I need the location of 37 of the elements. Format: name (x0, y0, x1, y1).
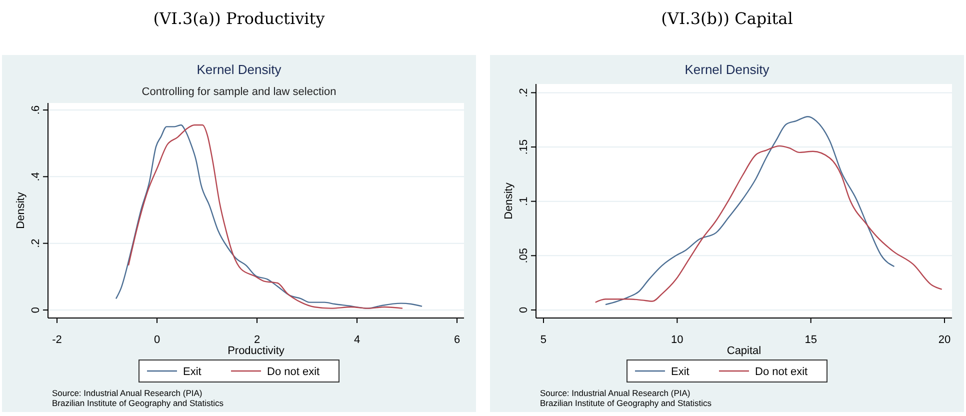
y-tick-label: .1 (518, 196, 530, 206)
x-axis-title: Productivity (228, 345, 285, 357)
y-tick-label: 0 (30, 306, 42, 314)
legend-label: Do not exit (267, 366, 320, 378)
chart-title: Kernel Density (196, 62, 282, 77)
y-tick-label: .2 (518, 88, 530, 98)
x-tick-label: 0 (154, 334, 160, 346)
x-tick-label: -2 (52, 334, 62, 346)
legend-label: Do not exit (755, 366, 808, 378)
chart-subtitle: Controlling for sample and law selection (142, 86, 336, 98)
x-tick-label: 5 (540, 334, 547, 346)
y-axis-title: Density (15, 192, 27, 229)
x-tick-label: 4 (354, 334, 360, 346)
x-tick-label: 15 (804, 334, 817, 346)
y-tick-label: .15 (518, 139, 530, 155)
legend-label: Exit (671, 366, 690, 378)
text: (VI.3(a)) Productivity (153, 9, 325, 28)
line-series (594, 145, 942, 303)
line-series (604, 116, 895, 306)
source-note: Source: Industrial Anual Research (PIA) (540, 388, 690, 398)
text: Brazilian Institute of Geography and Statistics (540, 398, 712, 408)
chart-title: Kernel Density (684, 62, 770, 77)
y-tick-label: .05 (518, 248, 530, 264)
y-tick-label: .2 (30, 238, 42, 248)
text: Brazilian Institute of Geography and Statistics (52, 398, 224, 408)
legend-label: Exit (183, 366, 202, 378)
y-tick-label: .6 (30, 105, 42, 115)
y-axis-title: Density (503, 182, 515, 220)
x-tick-label: 20 (938, 334, 951, 346)
y-tick-label: .4 (30, 172, 42, 182)
x-tick-label: 10 (671, 334, 684, 346)
y-tick-label: 0 (518, 306, 530, 314)
x-tick-label: 2 (254, 334, 260, 346)
x-axis-title: Capital (726, 345, 762, 357)
source-note: Source: Industrial Anual Research (PIA) (52, 388, 202, 398)
text: (VI.3(b)) Capital (661, 9, 793, 28)
x-tick-label: 6 (454, 334, 460, 346)
